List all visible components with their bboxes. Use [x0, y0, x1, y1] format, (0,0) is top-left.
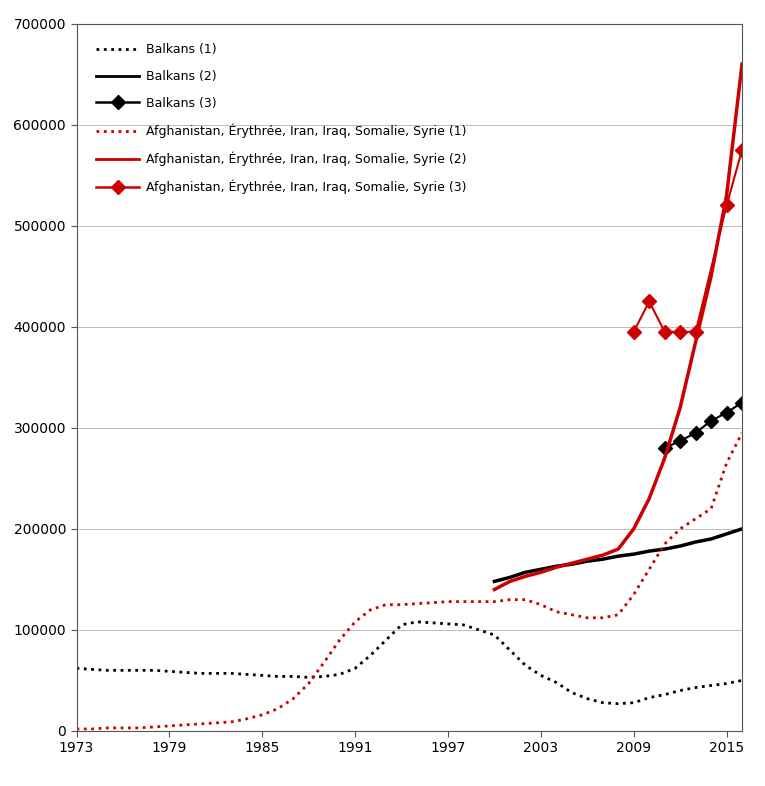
Legend: Balkans (1), Balkans (2), Balkans (3), Afghanistan, Érythrée, Iran, Iraq, Somali: Balkans (1), Balkans (2), Balkans (3), A…	[90, 37, 473, 200]
